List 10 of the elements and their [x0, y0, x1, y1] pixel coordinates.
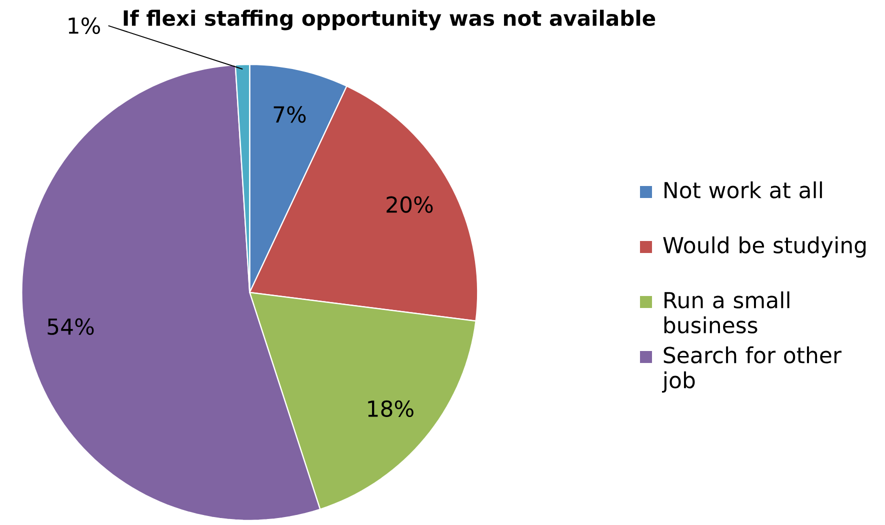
data-label: 20% — [386, 196, 433, 213]
legend-label: Run a small business — [664, 291, 790, 334]
legend-label: Not work at all — [664, 181, 822, 198]
chart-title: If flexi staffing opportunity was not available — [124, 10, 656, 30]
legend-label: Search for other job — [662, 346, 842, 393]
legend-label: Would be studying — [663, 236, 866, 258]
data-label: 7% — [274, 106, 306, 123]
data-label: 1% — [68, 17, 100, 34]
data-label: 54% — [48, 318, 94, 335]
data-label: 18% — [368, 400, 414, 418]
